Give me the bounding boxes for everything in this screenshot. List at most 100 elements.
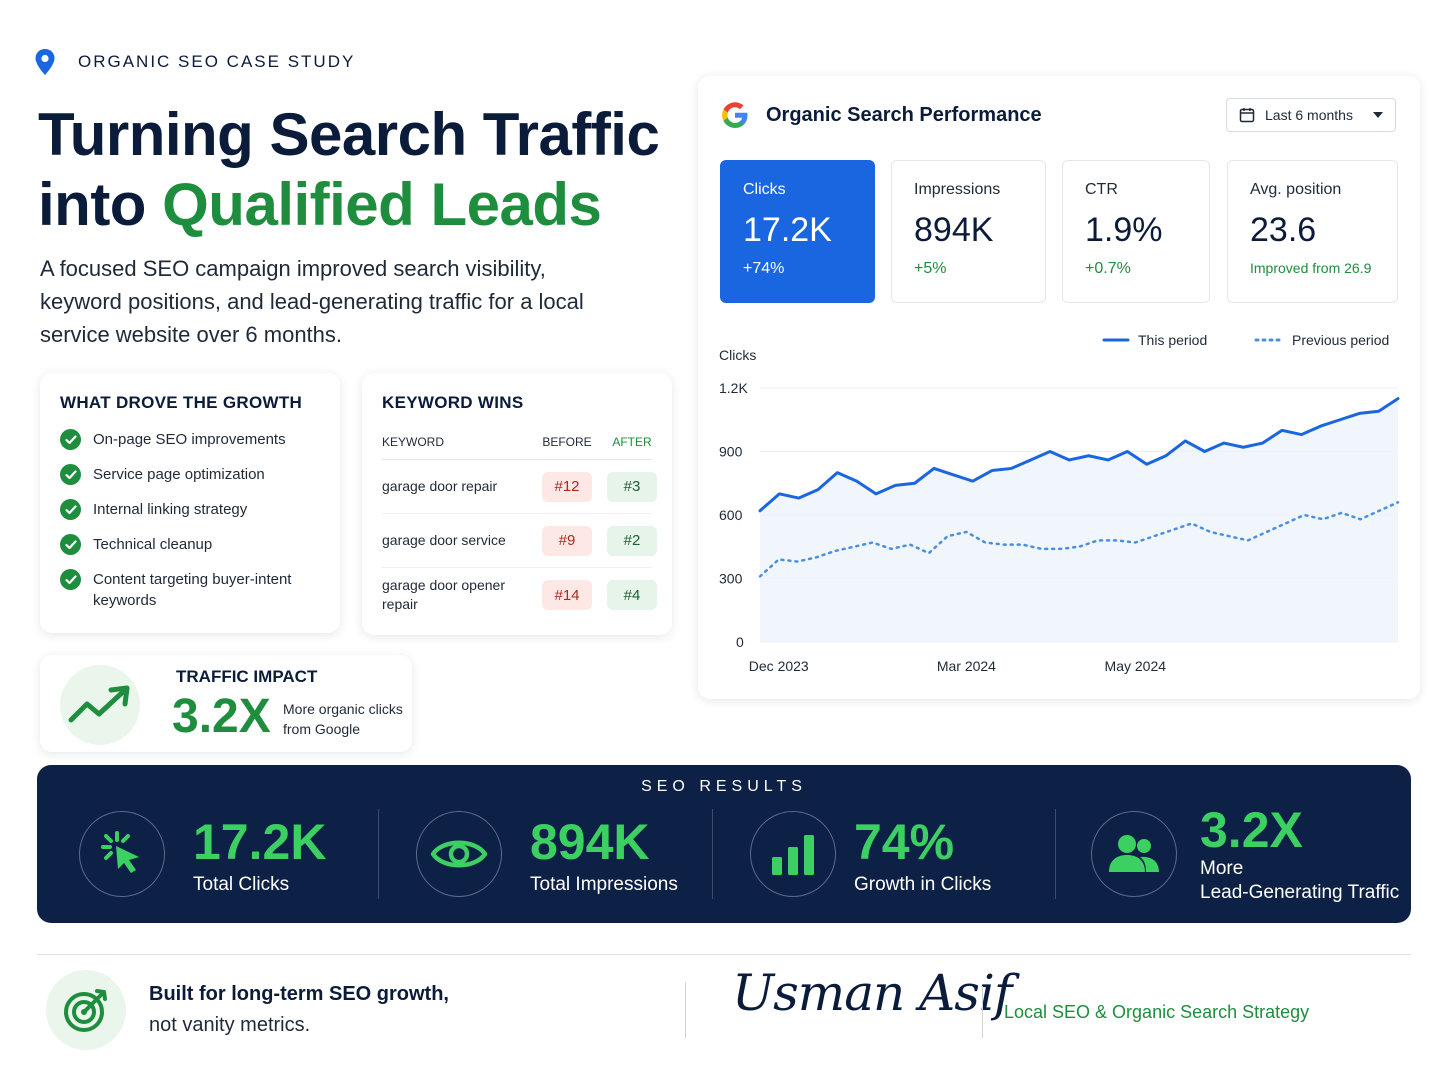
legend-label-previous-period: Previous period	[1292, 332, 1389, 348]
footer-line1: Built for long-term SEO growth,	[149, 983, 449, 1005]
stat-lead-traffic: 3.2X More Lead-Generating Traffic	[1091, 765, 1401, 923]
check-circle-icon	[60, 569, 81, 590]
stat-value: 894K	[530, 814, 650, 870]
col-keyword: KEYWORD	[382, 435, 445, 449]
metric-value: 1.9%	[1085, 211, 1163, 249]
stat-growth-clicks: 74% Growth in Clicks	[750, 765, 1050, 923]
eye-icon	[416, 811, 502, 897]
growth-item-label: Technical cleanup	[93, 536, 213, 553]
metric-value: 23.6	[1250, 211, 1317, 249]
growth-item: On-page SEO improvements	[60, 429, 320, 450]
x-tick-label: Dec 2023	[749, 658, 809, 674]
check-circle-icon	[60, 499, 81, 520]
divider	[1055, 809, 1056, 899]
growth-item: Technical cleanup	[60, 534, 320, 555]
metric-ctr[interactable]: CTR 1.9% +0.7%	[1062, 160, 1210, 303]
traffic-impact-card: TRAFFIC IMPACT 3.2X More organic clicks …	[40, 655, 412, 752]
stat-value: 17.2K	[193, 814, 327, 870]
after-rank: #2	[607, 525, 657, 556]
headline-accent: Qualified Leads	[162, 171, 602, 238]
chevron-down-icon	[1373, 112, 1383, 118]
clicks-line-chart: Clicks 0 300 600 900 1.2K Dec 2023 Mar 2024 May …	[719, 332, 1400, 674]
after-rank: #4	[607, 580, 657, 610]
metric-avg-position[interactable]: Avg. position 23.6 Improved from 26.9	[1227, 160, 1398, 303]
after-rank: #3	[607, 471, 657, 502]
metric-value: 894K	[914, 211, 994, 249]
y-tick-label: 300	[719, 571, 743, 587]
y-axis-label: Clicks	[719, 347, 756, 363]
metric-impressions[interactable]: Impressions 894K +5%	[891, 160, 1046, 303]
growth-item-label: Internal linking strategy	[93, 501, 248, 518]
results-title: SEO RESULTS	[641, 778, 807, 795]
metric-delta: Improved from 26.9	[1250, 260, 1372, 276]
metric-clicks[interactable]: Clicks 17.2K +74%	[720, 160, 875, 303]
growth-item: Service page optimization	[60, 464, 320, 485]
eyebrow: ORGANIC SEO CASE STUDY	[34, 48, 355, 76]
area-fill	[760, 398, 1398, 642]
metric-value: 17.2K	[743, 211, 832, 249]
seo-results-band: SEO RESULTS 17.2K Total Clicks	[37, 765, 1411, 923]
y-tick-label: 600	[719, 507, 743, 523]
divider	[982, 986, 983, 1038]
date-range-dropdown[interactable]: Last 6 months	[1226, 98, 1396, 132]
headline-line2: into Qualified Leads	[38, 170, 659, 240]
stat-label: Growth in Clicks	[854, 874, 992, 895]
x-tick-label: Mar 2024	[937, 658, 996, 674]
google-logo-icon	[722, 102, 748, 128]
target-icon	[46, 970, 126, 1050]
check-circle-icon	[60, 429, 81, 450]
keyword-table-header: KEYWORD BEFORE AFTER	[382, 435, 652, 460]
stat-value: 3.2X	[1200, 802, 1303, 858]
before-rank: #14	[542, 580, 592, 610]
location-pin-icon	[35, 49, 55, 75]
stat-label: More Lead-Generating Traffic	[1200, 857, 1399, 905]
keyword-row: garage door opener repair #14 #4	[382, 568, 657, 622]
y-tick-label: 0	[736, 634, 744, 650]
growth-title: WHAT DROVE THE GROWTH	[60, 393, 303, 412]
eyebrow-text: ORGANIC SEO CASE STUDY	[78, 52, 356, 71]
stat-total-clicks: 17.2K Total Clicks	[79, 765, 379, 923]
before-rank: #9	[542, 525, 592, 556]
series-line-this-period	[758, 397, 1400, 513]
footer-rule	[37, 954, 1411, 955]
legend-label-this-period: This period	[1138, 332, 1207, 348]
divider	[378, 809, 379, 899]
y-tick-label: 1.2K	[719, 380, 748, 396]
signature: Usman Asif	[732, 964, 1012, 1022]
footer-line2: not vanity metrics.	[149, 1014, 311, 1036]
col-after: AFTER	[612, 435, 652, 449]
performance-title: Organic Search Performance	[766, 104, 1042, 126]
trend-up-icon	[60, 665, 140, 745]
keyword-cell: garage door repair	[382, 478, 498, 494]
divider	[685, 982, 686, 1038]
metric-label: CTR	[1085, 181, 1118, 198]
calendar-icon	[1239, 108, 1255, 123]
impact-value: 3.2X	[172, 690, 271, 743]
growth-item-label: Content targeting buyer-intent keywords	[93, 571, 292, 609]
metric-delta: +5%	[914, 260, 947, 277]
date-range-label: Last 6 months	[1265, 107, 1353, 123]
keyword-cell: garage door opener repair	[382, 577, 505, 612]
users-icon	[1091, 811, 1177, 897]
keyword-wins-card: KEYWORD WINS KEYWORD BEFORE AFTER garage…	[362, 373, 672, 635]
check-circle-icon	[60, 534, 81, 555]
metric-delta: +74%	[743, 260, 785, 277]
lead-paragraph: A focused SEO campaign improved search v…	[40, 256, 584, 347]
check-circle-icon	[60, 464, 81, 485]
cursor-click-icon	[79, 811, 165, 897]
page-title: Turning Search Traffic into Qualified Le…	[38, 100, 660, 240]
growth-item-label: On-page SEO improvements	[93, 431, 286, 448]
divider	[712, 809, 713, 899]
impact-desc: More organic clicks from Google	[283, 701, 403, 737]
headline-prefix: into	[38, 171, 163, 238]
growth-item-label: Service page optimization	[93, 466, 265, 483]
before-rank: #12	[542, 471, 592, 502]
col-before: BEFORE	[542, 435, 592, 449]
metric-delta: +0.7%	[1085, 260, 1131, 277]
keyword-wins-title: KEYWORD WINS	[382, 393, 524, 412]
x-tick-label: May 2024	[1105, 658, 1167, 674]
keyword-row: garage door repair #12 #3	[382, 460, 657, 514]
keyword-table-body: garage door repair #12 #3 garage door servi…	[382, 460, 657, 622]
bar-chart-icon	[750, 811, 836, 897]
headline-line1: Turning Search Traffic	[38, 101, 660, 168]
